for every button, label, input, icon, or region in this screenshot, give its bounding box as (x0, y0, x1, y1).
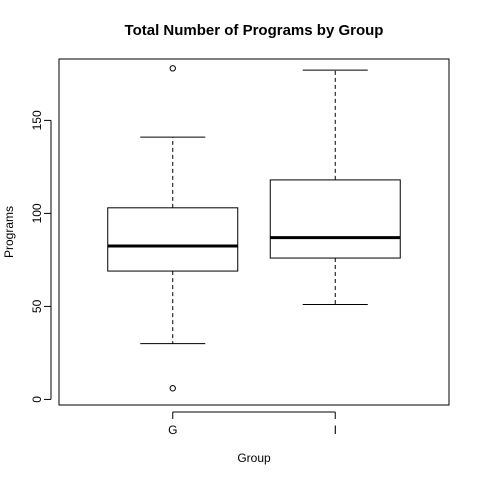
boxes (107, 65, 401, 392)
box-G (107, 65, 239, 392)
x-axis-label: Group (237, 451, 271, 465)
y-tick-label: 0 (30, 396, 44, 403)
y-axis-label: Programs (2, 206, 16, 258)
y-tick-label: 100 (30, 203, 44, 223)
x-tick-label: I (334, 423, 337, 437)
x-tick-label: G (168, 423, 177, 437)
y-axis: 0 50 100 150 (30, 110, 52, 403)
box-I (269, 69, 401, 306)
chart-title: Total Number of Programs by Group (125, 22, 384, 39)
plot-frame (58, 58, 450, 406)
outlier-point (169, 65, 176, 72)
y-tick-label: 150 (30, 110, 44, 130)
y-tick-label: 50 (30, 299, 44, 313)
box-iqr (107, 207, 239, 272)
outlier-point (169, 385, 176, 392)
box-iqr (269, 179, 401, 259)
